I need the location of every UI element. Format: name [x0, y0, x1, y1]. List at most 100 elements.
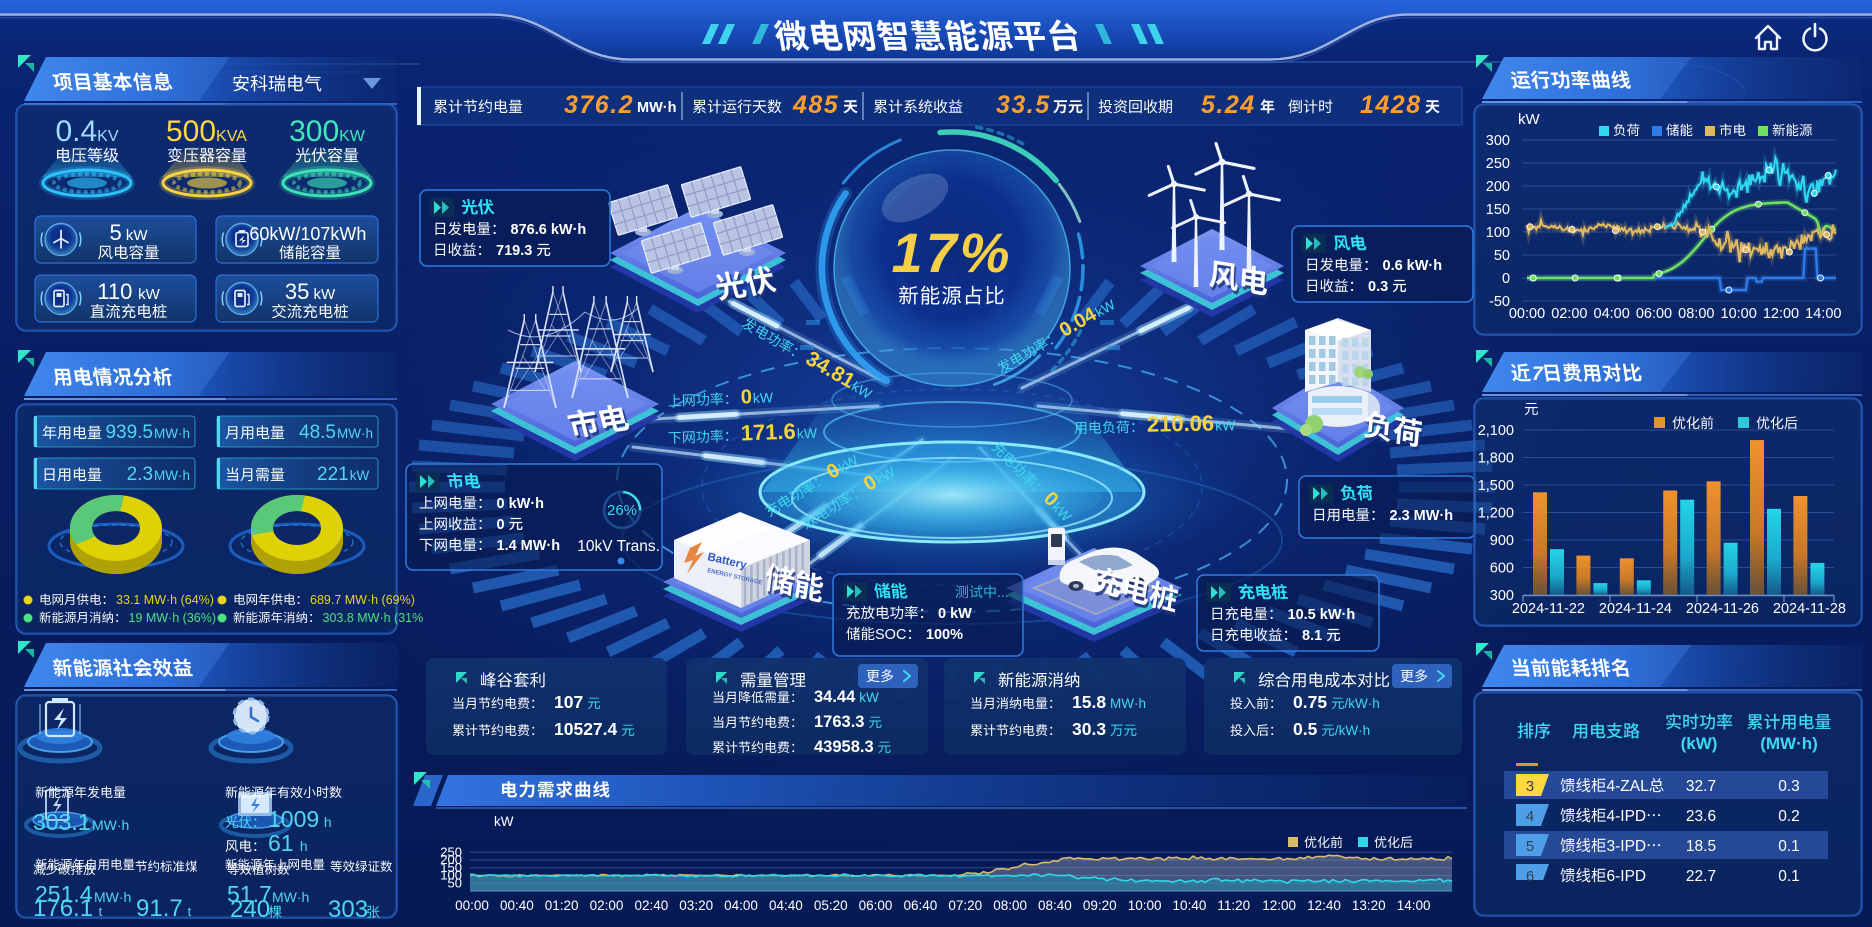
svg-text:06:00: 06:00 [1636, 306, 1672, 322]
svg-text:10:40: 10:40 [1173, 898, 1207, 913]
svg-text:1,200: 1,200 [1478, 506, 1514, 522]
svg-text:210.06: 210.06 [1147, 411, 1215, 437]
svg-text:51.7: 51.7 [227, 881, 272, 907]
svg-text:300: 300 [289, 115, 339, 148]
svg-text:02:00: 02:00 [590, 898, 624, 913]
svg-text:kW: kW [122, 227, 149, 244]
svg-text:2024-11-24: 2024-11-24 [1599, 601, 1672, 617]
svg-text:250: 250 [1486, 156, 1510, 172]
svg-text:17%: 17% [891, 221, 1012, 284]
svg-text:11:20: 11:20 [1217, 898, 1250, 913]
svg-text:34.44: 34.44 [814, 688, 856, 706]
svg-text:KW: KW [339, 128, 366, 145]
svg-text:485: 485 [792, 91, 839, 119]
svg-text:300: 300 [1486, 133, 1510, 149]
svg-text:...: ... [997, 584, 1009, 600]
svg-text:150: 150 [1486, 202, 1510, 218]
svg-text:2024-11-26: 2024-11-26 [1686, 601, 1759, 617]
svg-text:kW: kW [797, 425, 819, 442]
svg-text:1428: 1428 [1360, 91, 1422, 119]
svg-text:91.7: 91.7 [136, 895, 183, 922]
svg-text:/kW·h: /kW·h [1335, 723, 1370, 738]
svg-text:2.3: 2.3 [127, 464, 153, 485]
svg-text:MW·h: MW·h [92, 817, 129, 833]
svg-text:h: h [296, 838, 308, 854]
svg-text:01:20: 01:20 [545, 898, 579, 913]
svg-text:303.1: 303.1 [33, 809, 91, 835]
svg-text:18.5: 18.5 [1686, 838, 1716, 855]
svg-text:4: 4 [1526, 808, 1534, 825]
svg-text:4-ZAL: 4-ZAL [1607, 778, 1650, 795]
svg-text:10:00: 10:00 [1128, 898, 1162, 913]
svg-text:h: h [320, 814, 332, 830]
svg-text:10527.4: 10527.4 [554, 719, 618, 739]
svg-text:33.1 MW·h (64%): 33.1 MW·h (64%) [116, 593, 214, 607]
svg-text:0.4: 0.4 [55, 115, 97, 148]
svg-text:10:00: 10:00 [1721, 306, 1757, 322]
svg-text:500: 500 [166, 115, 216, 148]
svg-text:t: t [184, 904, 192, 919]
svg-text:kW: kW [350, 468, 373, 483]
svg-text:7: 7 [1532, 363, 1544, 385]
svg-text:150: 150 [440, 860, 462, 875]
svg-text:1009: 1009 [268, 806, 319, 832]
svg-text:33.5: 33.5 [996, 91, 1051, 119]
svg-text:/kW·h: /kW·h [1345, 696, 1380, 711]
svg-text:09:20: 09:20 [1083, 898, 1117, 913]
svg-text:12:40: 12:40 [1307, 898, 1341, 913]
svg-text:107: 107 [554, 692, 583, 712]
svg-text:MW·h: MW·h [1110, 696, 1146, 711]
svg-text:4-IPD: 4-IPD [1607, 808, 1647, 825]
svg-text:08:00: 08:00 [1678, 306, 1714, 322]
svg-text:kW: kW [859, 690, 879, 705]
svg-text:300: 300 [1490, 588, 1514, 604]
svg-text:3: 3 [1526, 778, 1534, 795]
svg-text:32.7: 32.7 [1686, 778, 1716, 795]
svg-text:KVA: KVA [216, 128, 247, 145]
svg-text:08:00: 08:00 [993, 898, 1027, 913]
svg-text:100: 100 [440, 868, 462, 883]
svg-text:MW·h: MW·h [94, 889, 131, 905]
svg-text:3-IPD: 3-IPD [1607, 838, 1647, 855]
svg-text:1.4 MW·h: 1.4 MW·h [497, 538, 561, 554]
svg-text:0.5: 0.5 [1293, 719, 1318, 739]
svg-text:14:00: 14:00 [1397, 898, 1431, 913]
svg-text:03:20: 03:20 [679, 898, 713, 913]
svg-text:0.75: 0.75 [1293, 692, 1327, 712]
svg-text:0.6 kW·h: 0.6 kW·h [1383, 258, 1443, 274]
svg-text:0: 0 [740, 386, 752, 408]
svg-text:04:40: 04:40 [769, 898, 803, 913]
svg-text:50: 50 [448, 875, 462, 890]
svg-text:26%: 26% [607, 502, 637, 519]
svg-text:0.3: 0.3 [1778, 778, 1800, 795]
svg-text:-50: -50 [1489, 294, 1510, 310]
svg-text:0: 0 [1502, 271, 1510, 287]
svg-text:04:00: 04:00 [1594, 306, 1630, 322]
svg-text:0.2: 0.2 [1778, 808, 1800, 825]
svg-text:14:00: 14:00 [1805, 306, 1841, 322]
svg-text:00:40: 00:40 [500, 898, 534, 913]
svg-text:KV: KV [97, 128, 119, 145]
svg-text:10.5 kW·h: 10.5 kW·h [1288, 607, 1356, 623]
svg-text:15.8: 15.8 [1072, 692, 1106, 712]
svg-text:06:40: 06:40 [904, 898, 938, 913]
svg-text:2024-11-22: 2024-11-22 [1512, 601, 1585, 617]
svg-text:0: 0 [497, 517, 509, 533]
svg-text:100: 100 [1486, 225, 1510, 241]
svg-text:221: 221 [317, 464, 349, 485]
svg-text:00:00: 00:00 [455, 898, 489, 913]
svg-text:43958.3: 43958.3 [814, 738, 874, 756]
svg-text:12:00: 12:00 [1763, 306, 1799, 322]
svg-text:13:20: 13:20 [1352, 898, 1386, 913]
svg-text:02:40: 02:40 [634, 898, 668, 913]
svg-text:04:00: 04:00 [724, 898, 758, 913]
svg-text:00:00: 00:00 [1509, 306, 1545, 322]
svg-text:5: 5 [1526, 838, 1534, 855]
svg-text:60kW/107kWh: 60kW/107kWh [249, 224, 366, 244]
svg-text:07:20: 07:20 [948, 898, 982, 913]
svg-text:2,100: 2,100 [1478, 423, 1514, 439]
svg-text:876.6 kW·h: 876.6 kW·h [511, 222, 587, 238]
svg-text:30.3: 30.3 [1072, 719, 1106, 739]
svg-text:0.1: 0.1 [1778, 868, 1800, 885]
svg-text:19 MW·h (36%): 19 MW·h (36%) [129, 611, 217, 625]
